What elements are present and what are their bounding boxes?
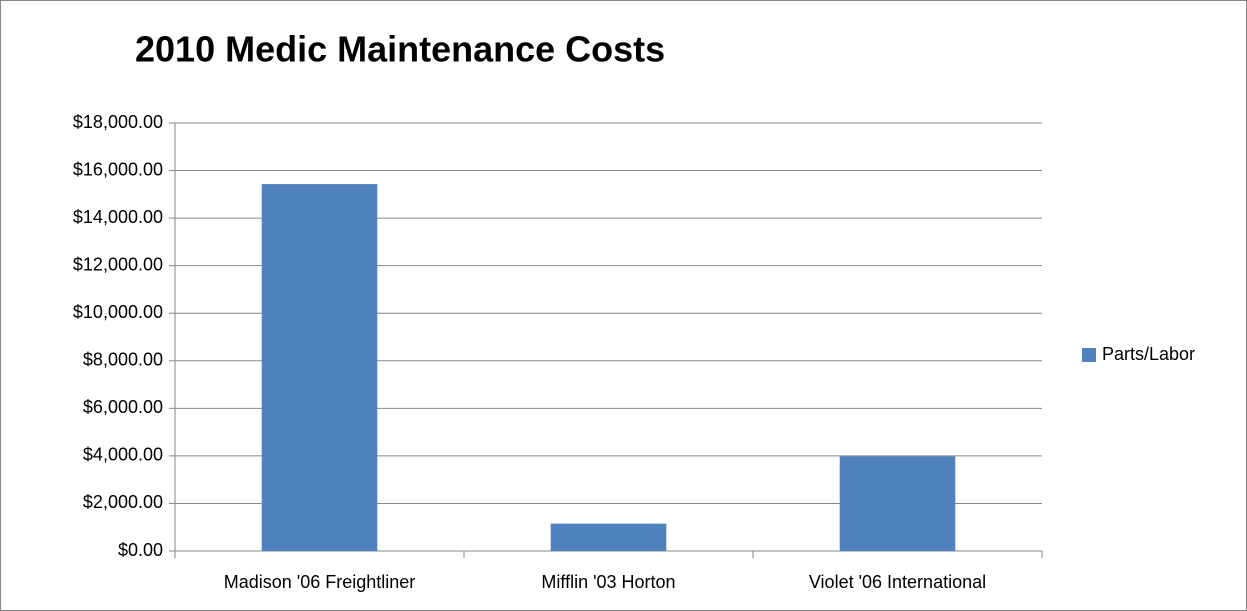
y-tick-label: $4,000.00 xyxy=(83,445,163,465)
y-tick-label: $12,000.00 xyxy=(73,254,163,274)
y-tick-label: $16,000.00 xyxy=(73,159,163,179)
chart-title: 2010 Medic Maintenance Costs xyxy=(135,29,665,70)
legend-swatch xyxy=(1082,348,1096,362)
x-tick-label: Mifflin '03 Horton xyxy=(541,572,675,592)
bar xyxy=(550,523,667,551)
x-tick-label: Violet '06 International xyxy=(809,572,986,592)
y-tick-label: $2,000.00 xyxy=(83,492,163,512)
bar xyxy=(261,184,378,551)
y-tick-label: $8,000.00 xyxy=(83,350,163,370)
y-tick-label: $14,000.00 xyxy=(73,207,163,227)
x-tick-label: Madison '06 Freightliner xyxy=(224,572,416,592)
y-tick-label: $6,000.00 xyxy=(83,397,163,417)
bar xyxy=(839,456,956,551)
y-tick-label: $18,000.00 xyxy=(73,112,163,132)
y-tick-label: $0.00 xyxy=(118,540,163,560)
legend-label: Parts/Labor xyxy=(1102,344,1195,364)
y-tick-label: $10,000.00 xyxy=(73,302,163,322)
